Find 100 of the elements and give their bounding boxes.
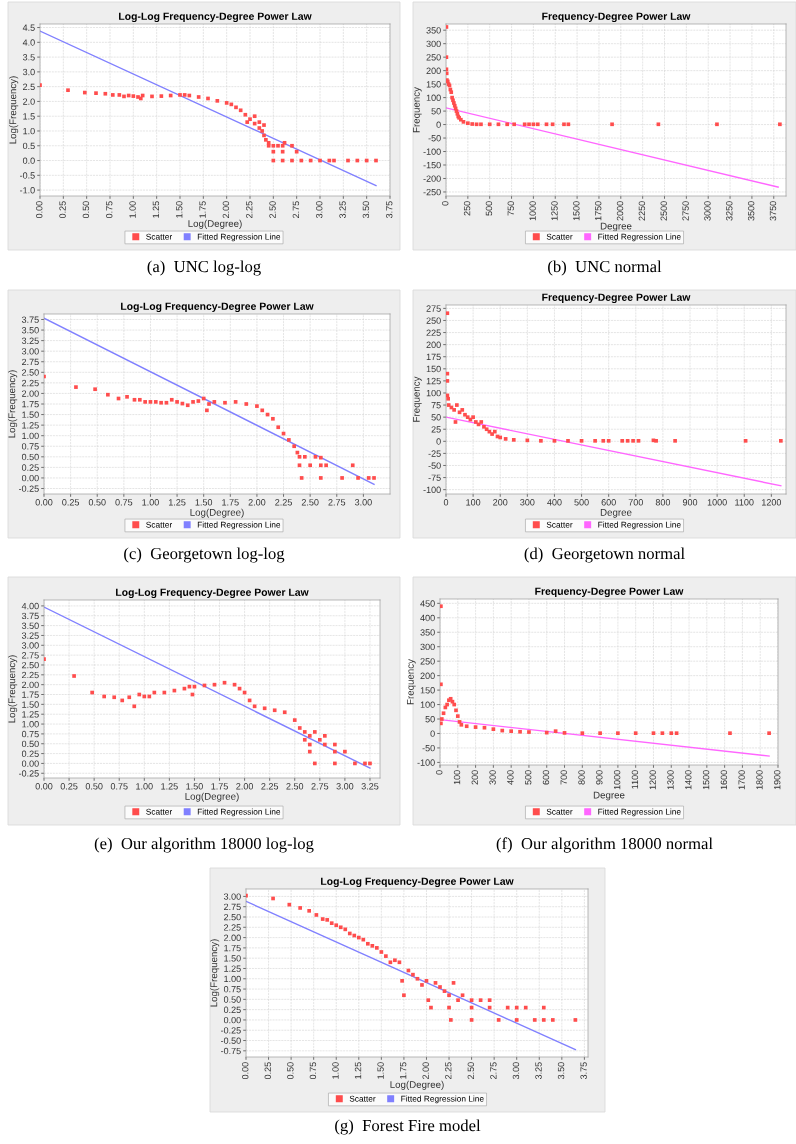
y-tick-label: 200 — [426, 67, 441, 74]
x-tick-label: 1.00 — [332, 1062, 339, 1079]
text: (a) UNC log-log — [147, 260, 261, 276]
x-tick-label: 0.25 — [59, 201, 66, 219]
legend-label: Scatter — [146, 808, 173, 815]
legend-label: Scatter — [146, 233, 173, 240]
y-tick-label: -100 — [417, 759, 435, 766]
text: (c) Georgetown log-log — [124, 547, 285, 563]
x-tick-label: 3.00 — [354, 499, 372, 506]
y-tick-label: 100 — [426, 389, 441, 397]
y-tick-label: 0.25 — [223, 1006, 241, 1014]
x-tick-label: 1750 — [594, 201, 602, 221]
x-tick-label: 2000 — [616, 201, 624, 221]
y-tick-label: 350 — [420, 629, 435, 636]
y-tick-label: -0.25 — [18, 770, 39, 777]
y-tick-label: -50 — [428, 462, 441, 469]
y-tick-label: 2.50 — [224, 913, 241, 921]
y-tick-label: -150 — [423, 161, 441, 169]
y-tick-label: 0.00 — [21, 474, 39, 482]
x-tick-label: 400 — [547, 499, 562, 506]
x-tick-label: 2.50 — [467, 1062, 475, 1079]
y-tick-label: 1.25 — [22, 711, 39, 718]
x-tick-label: 3500 — [747, 201, 755, 221]
y-axis-title: Frequency — [406, 659, 416, 705]
y-tick-label: 0 — [430, 730, 435, 737]
legend-label: Scatter — [546, 521, 573, 528]
x-tick-label: 1.75 — [199, 201, 206, 218]
x-tick-label: 1.50 — [186, 783, 203, 790]
x-tick-label: 500 — [485, 201, 493, 216]
y-tick-label: 1.00 — [22, 721, 39, 728]
y-tick-label: 4.5 — [22, 24, 35, 31]
x-tick-label: 1300 — [667, 770, 674, 790]
y-tick-label: 2.50 — [22, 369, 39, 376]
x-tick-label: 3.50 — [362, 201, 370, 219]
x-tick-label: 600 — [542, 770, 550, 785]
x-axis-title: Degree — [593, 791, 625, 801]
x-tick-label: 1.50 — [195, 499, 213, 506]
y-tick-label: 2.00 — [224, 934, 241, 941]
x-tick-label: 2.25 — [246, 201, 253, 218]
y-tick-label: 0.50 — [21, 740, 39, 748]
y-tick-label: 1.00 — [224, 975, 241, 983]
y-tick-label: 2.0 — [23, 98, 35, 105]
x-tick-label: 2.50 — [269, 201, 276, 218]
y-tick-label: 200 — [426, 341, 441, 348]
y-tick-label: 250 — [426, 54, 441, 61]
y-tick-label: 3.75 — [21, 612, 39, 620]
x-tick-label: 1.00 — [129, 201, 136, 218]
x-tick-label: 0.75 — [106, 201, 113, 219]
y-tick-label: 100 — [426, 94, 441, 101]
y-tick-label: 2.50 — [22, 661, 39, 669]
y-tick-label: 2.25 — [22, 671, 39, 679]
y-tick-label: 200 — [420, 672, 435, 679]
y-tick-label: -0.25 — [18, 485, 39, 492]
y-tick-label: 2.5 — [23, 83, 35, 91]
text: (e) Our algorithm 18000 log-log — [94, 837, 314, 853]
x-tick-label: 2250 — [638, 201, 646, 221]
x-tick-label: 500 — [524, 770, 532, 785]
x-tick-label: 0.00 — [35, 783, 53, 790]
x-tick-label: 0.75 — [115, 499, 133, 506]
x-axis-title: Log(Degree) — [190, 508, 244, 518]
y-tick-label: 1.75 — [22, 691, 39, 698]
x-tick-label: 1200 — [649, 770, 656, 790]
x-tick-label: 250 — [463, 201, 471, 216]
x-tick-label: 1.25 — [354, 1062, 362, 1079]
y-tick-label: 0.75 — [21, 443, 39, 450]
x-tick-label: 3.00 — [316, 201, 323, 219]
x-tick-label: 1200 — [762, 499, 782, 506]
y-tick-label: 3.00 — [223, 893, 241, 900]
y-tick-label: -100 — [423, 148, 441, 155]
y-tick-label: 300 — [420, 643, 435, 651]
x-tick-label: 300 — [520, 499, 535, 506]
y-tick-label: 1.0 — [23, 127, 35, 135]
y-tick-label: 1.00 — [22, 432, 39, 440]
x-tick-label: 800 — [578, 770, 585, 785]
x-tick-label: 1000 — [529, 201, 536, 221]
x-tick-label: 2.75 — [292, 201, 300, 218]
y-tick-label: 4.0 — [22, 39, 35, 46]
x-tick-label: 0.25 — [60, 783, 78, 790]
x-tick-label: 0.50 — [82, 201, 90, 219]
x-tick-label: 1.25 — [161, 783, 178, 790]
x-tick-label: 1.00 — [136, 783, 153, 790]
y-tick-label: 3.00 — [21, 642, 39, 649]
legend-label: Scatter — [146, 521, 173, 528]
x-tick-label: 3250 — [726, 201, 733, 221]
x-tick-label: 1600 — [720, 770, 728, 790]
x-tick-label: 1000 — [613, 770, 621, 790]
y-tick-label: -0.5 — [19, 172, 35, 179]
x-tick-label: 900 — [596, 770, 603, 785]
y-tick-label: 2.25 — [22, 379, 39, 387]
y-tick-label: 0 — [436, 121, 441, 128]
x-tick-label: 3.00 — [336, 783, 354, 790]
x-tick-label: 1250 — [551, 201, 558, 221]
x-tick-label: 100 — [453, 770, 461, 785]
x-tick-label: 2.00 — [248, 499, 266, 506]
x-tick-label: 2750 — [682, 201, 689, 221]
y-tick-label: 150 — [426, 365, 441, 373]
x-tick-label: 3.50 — [557, 1062, 565, 1080]
x-tick-label: 800 — [655, 499, 671, 506]
x-tick-label: 200 — [471, 770, 478, 785]
x-tick-label: 3750 — [769, 201, 777, 221]
